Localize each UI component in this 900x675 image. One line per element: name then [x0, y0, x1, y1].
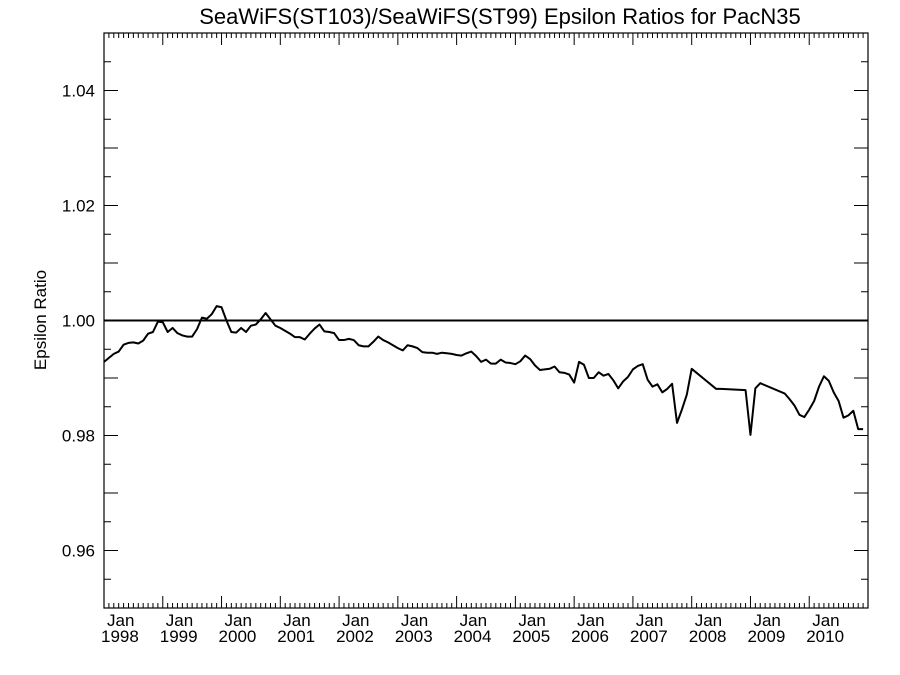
x-tick-label-month: Jan: [107, 611, 134, 630]
x-tick-label-year: 2005: [512, 627, 550, 646]
y-tick-label: 1.00: [62, 312, 95, 331]
x-tick-label-month: Jan: [342, 611, 369, 630]
y-tick-label: 0.96: [62, 542, 95, 561]
x-tick-label-month: Jan: [460, 611, 487, 630]
x-tick-label-year: 1998: [101, 627, 139, 646]
series-line: [103, 305, 864, 436]
x-tick-label-year: 2004: [454, 627, 492, 646]
x-tick-label-month: Jan: [518, 611, 545, 630]
y-tick-label: 0.98: [62, 427, 95, 446]
x-tick-label-month: Jan: [636, 611, 663, 630]
x-tick-label-month: Jan: [577, 611, 604, 630]
x-tick-label-month: Jan: [695, 611, 722, 630]
x-tick-label-month: Jan: [283, 611, 310, 630]
x-tick-label-year: 2003: [395, 627, 433, 646]
series-group: [103, 305, 864, 436]
x-tick-label-month: Jan: [812, 611, 839, 630]
x-tick-label-year: 2009: [747, 627, 785, 646]
y-tick-label: 1.02: [62, 197, 95, 216]
y-tick-label: 1.04: [62, 82, 95, 101]
x-tick-label-year: 1999: [160, 627, 198, 646]
x-tick-label-month: Jan: [225, 611, 252, 630]
x-tick-label-year: 2007: [630, 627, 668, 646]
y-axis-label: Epsilon Ratio: [31, 270, 50, 370]
x-tick-label-month: Jan: [166, 611, 193, 630]
x-tick-label-year: 2001: [277, 627, 315, 646]
chart-title: SeaWiFS(ST103)/SeaWiFS(ST99) Epsilon Rat…: [199, 4, 801, 29]
x-tick-label-year: 2010: [806, 627, 844, 646]
axes: 0.960.981.001.021.04Jan1998Jan1999Jan200…: [62, 32, 869, 646]
x-tick-label-month: Jan: [753, 611, 780, 630]
x-tick-label-year: 2006: [571, 627, 609, 646]
x-tick-label-year: 2000: [219, 627, 257, 646]
x-tick-label-year: 2002: [336, 627, 374, 646]
x-tick-label-year: 2008: [689, 627, 727, 646]
x-tick-label-month: Jan: [401, 611, 428, 630]
